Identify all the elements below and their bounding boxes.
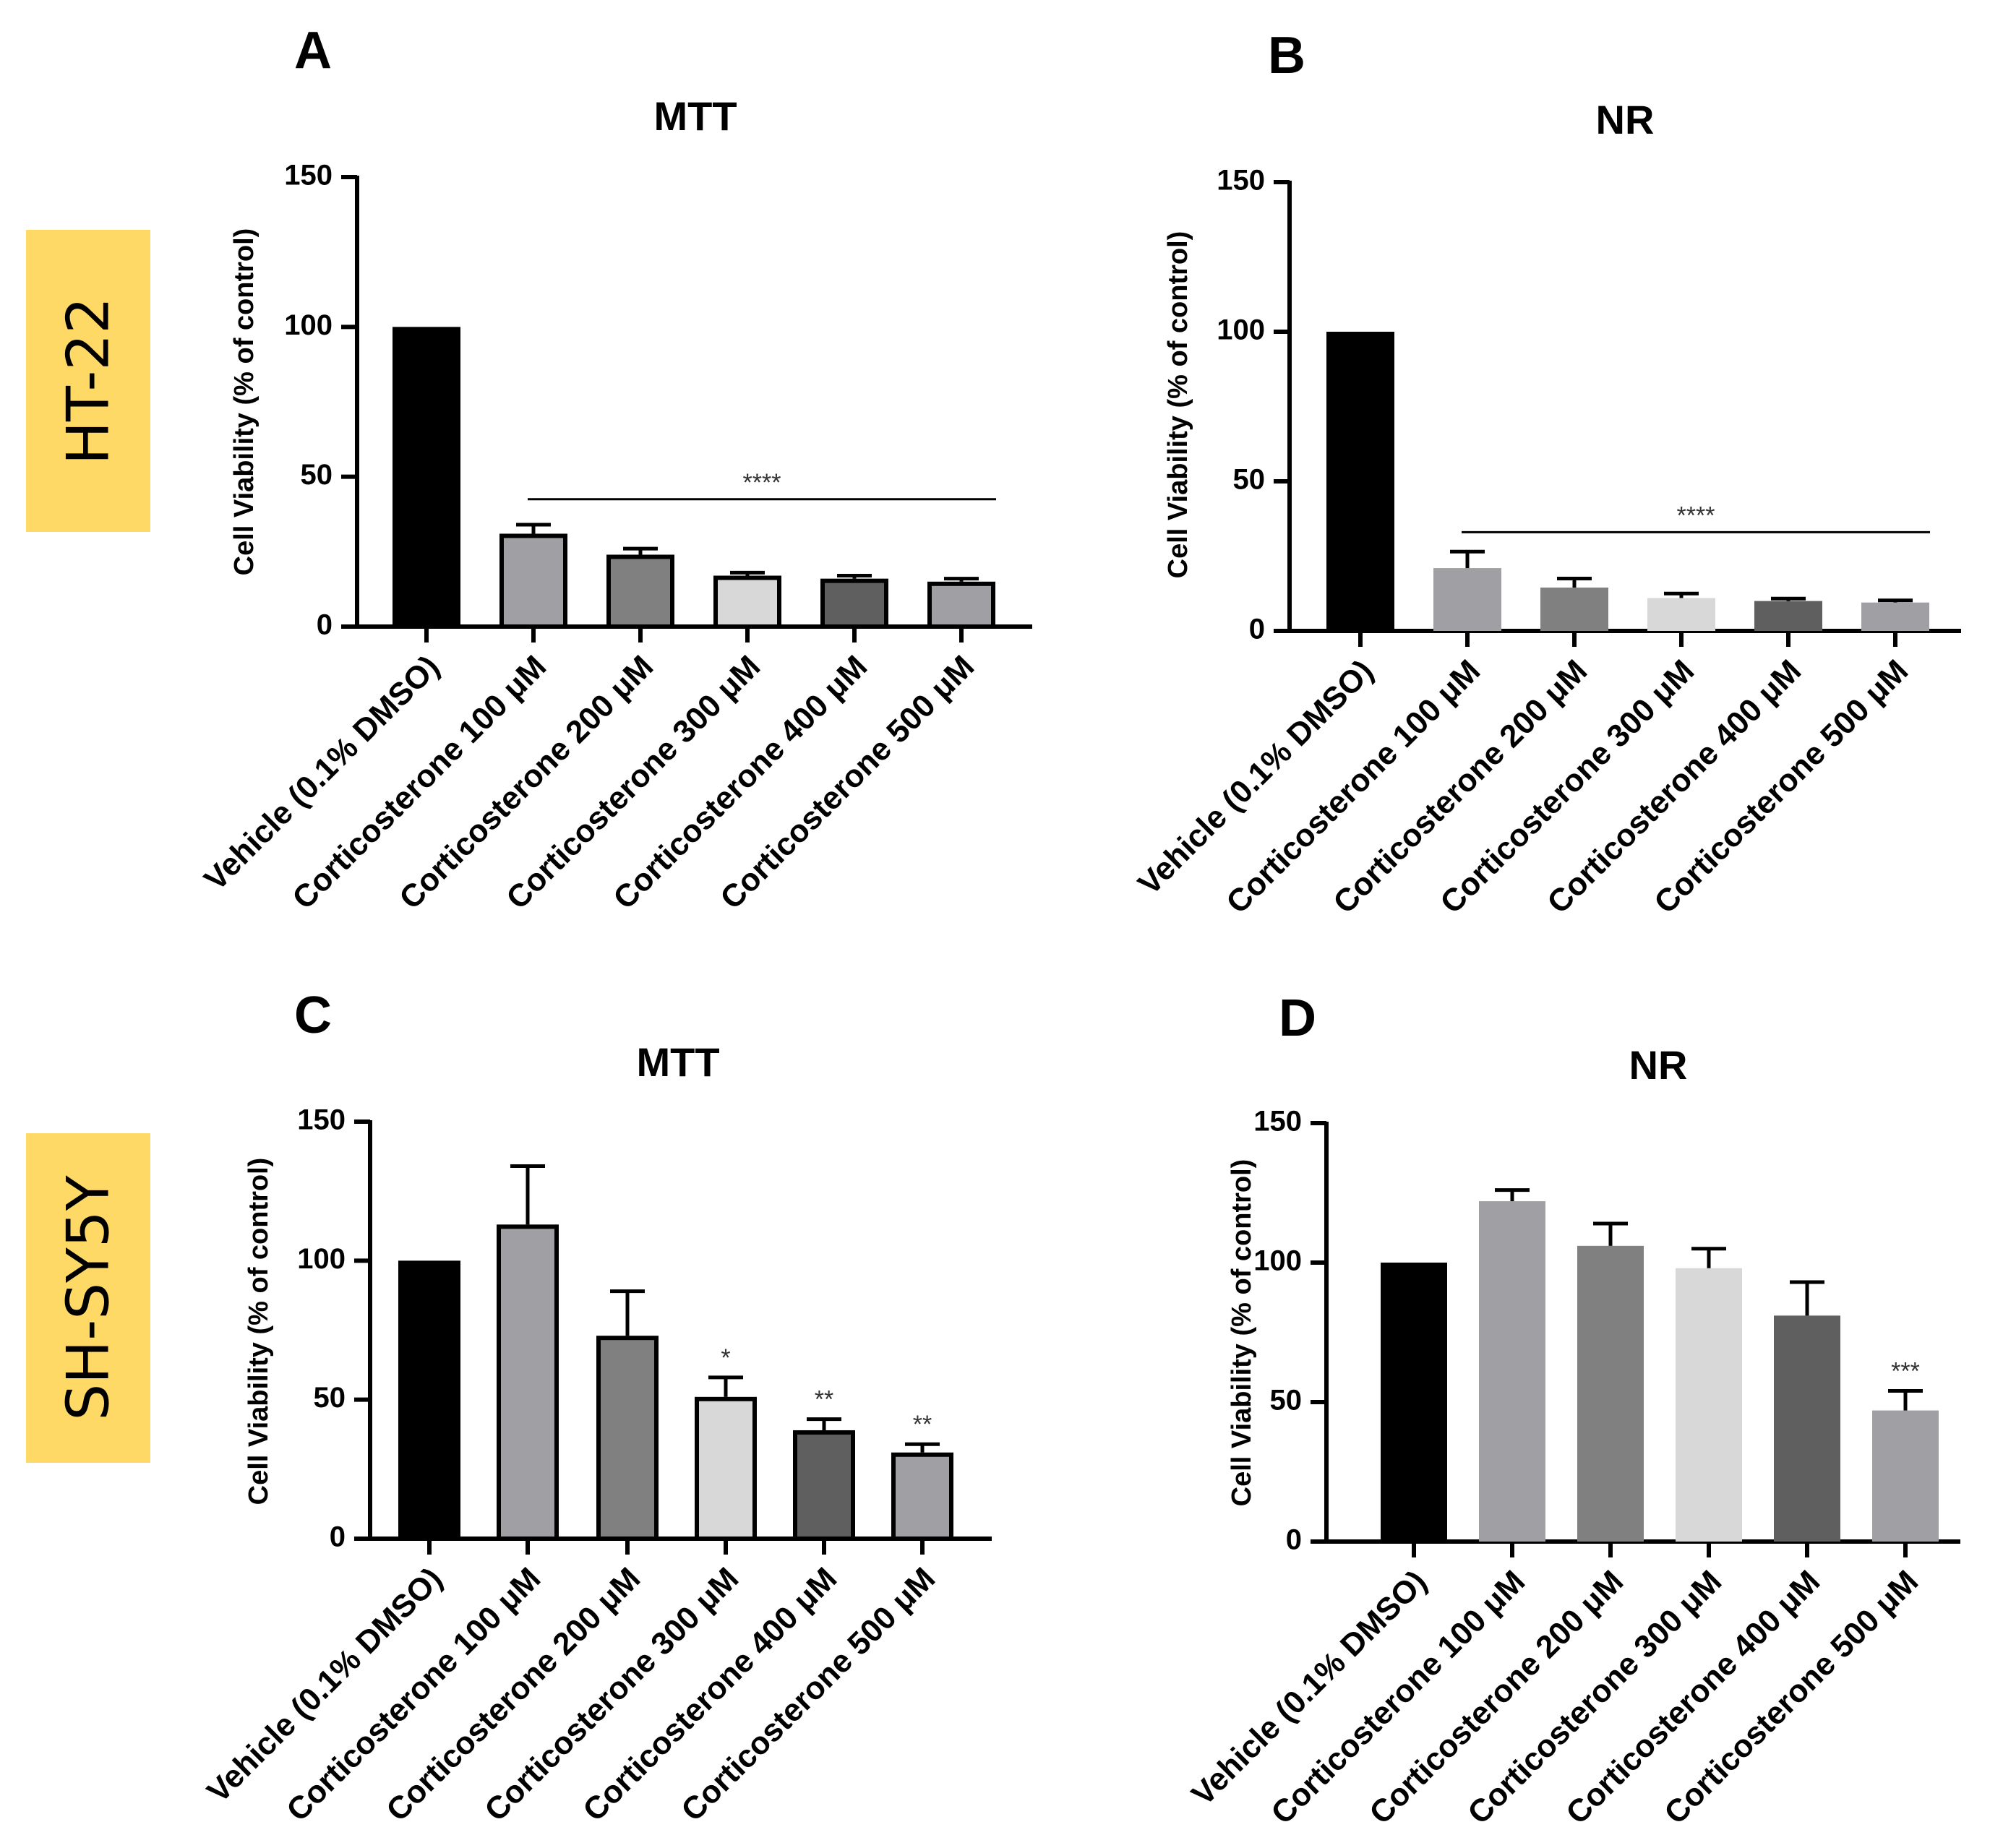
chart-title: NR: [1629, 1042, 1688, 1088]
y-tick-label: 100: [1253, 1245, 1302, 1277]
significance-label: **: [913, 1411, 932, 1438]
bar: [596, 1336, 659, 1542]
bar: [1754, 601, 1822, 631]
y-axis-label: Cell Viability (% of control): [1163, 231, 1193, 579]
y-tick-label: 150: [1253, 1106, 1302, 1138]
y-tick-label: 150: [284, 160, 333, 192]
y-tick-label: 0: [317, 609, 333, 641]
bar: [1861, 602, 1929, 631]
y-tick-label: 150: [297, 1104, 346, 1136]
bar: [393, 327, 460, 629]
bar: [695, 1396, 757, 1541]
significance-label: ****: [743, 469, 781, 497]
panel-letter: D: [1279, 989, 1316, 1047]
bar: [398, 1260, 460, 1542]
y-tick-label: 150: [1217, 165, 1265, 197]
row-label-ht22: HT-22: [26, 230, 150, 532]
chart-title: NR: [1596, 97, 1655, 142]
panel-letter: A: [294, 22, 332, 79]
bar: [820, 578, 888, 629]
chart-title: MTT: [636, 1039, 719, 1085]
significance-label: **: [815, 1386, 833, 1414]
bar: [497, 1224, 559, 1541]
panel-letter: C: [294, 987, 332, 1044]
bar: [793, 1430, 855, 1541]
bar: [927, 581, 995, 629]
y-tick-label: 50: [301, 459, 333, 491]
y-tick-label: 0: [1286, 1524, 1302, 1556]
y-tick-label: 0: [1249, 614, 1265, 645]
y-axis-label: Cell Viability (% of control): [1227, 1159, 1257, 1507]
y-tick-label: 100: [1217, 314, 1265, 346]
bar: [1326, 332, 1394, 631]
bar: [1433, 568, 1501, 631]
bar: [1872, 1410, 1939, 1542]
significance-label: *: [721, 1344, 730, 1372]
bar: [1479, 1201, 1545, 1542]
bar: [1540, 587, 1608, 631]
bar: [1577, 1245, 1644, 1542]
bar: [891, 1452, 953, 1541]
row-label-shsy5y: SH-SY5Y: [26, 1133, 150, 1463]
y-tick-label: 100: [284, 309, 333, 341]
panel-letter: B: [1268, 27, 1305, 85]
bar: [1381, 1263, 1447, 1542]
y-axis-label: Cell Viability (% of control): [244, 1158, 274, 1505]
y-tick-label: 50: [1270, 1385, 1303, 1417]
chart-title: MTT: [653, 93, 737, 139]
bar: [1676, 1268, 1742, 1542]
bar: [606, 554, 674, 629]
y-axis-label: Cell Viability (% of control): [229, 228, 260, 576]
significance-label: ***: [1891, 1358, 1920, 1385]
bar: [1774, 1315, 1840, 1542]
y-tick-label: 100: [297, 1243, 346, 1275]
significance-label: ****: [1677, 502, 1715, 529]
bar: [499, 533, 567, 629]
y-tick-label: 0: [330, 1521, 346, 1553]
bar: [1647, 598, 1715, 631]
bar: [713, 575, 781, 629]
y-tick-label: 50: [314, 1382, 346, 1414]
y-tick-label: 50: [1233, 464, 1266, 496]
